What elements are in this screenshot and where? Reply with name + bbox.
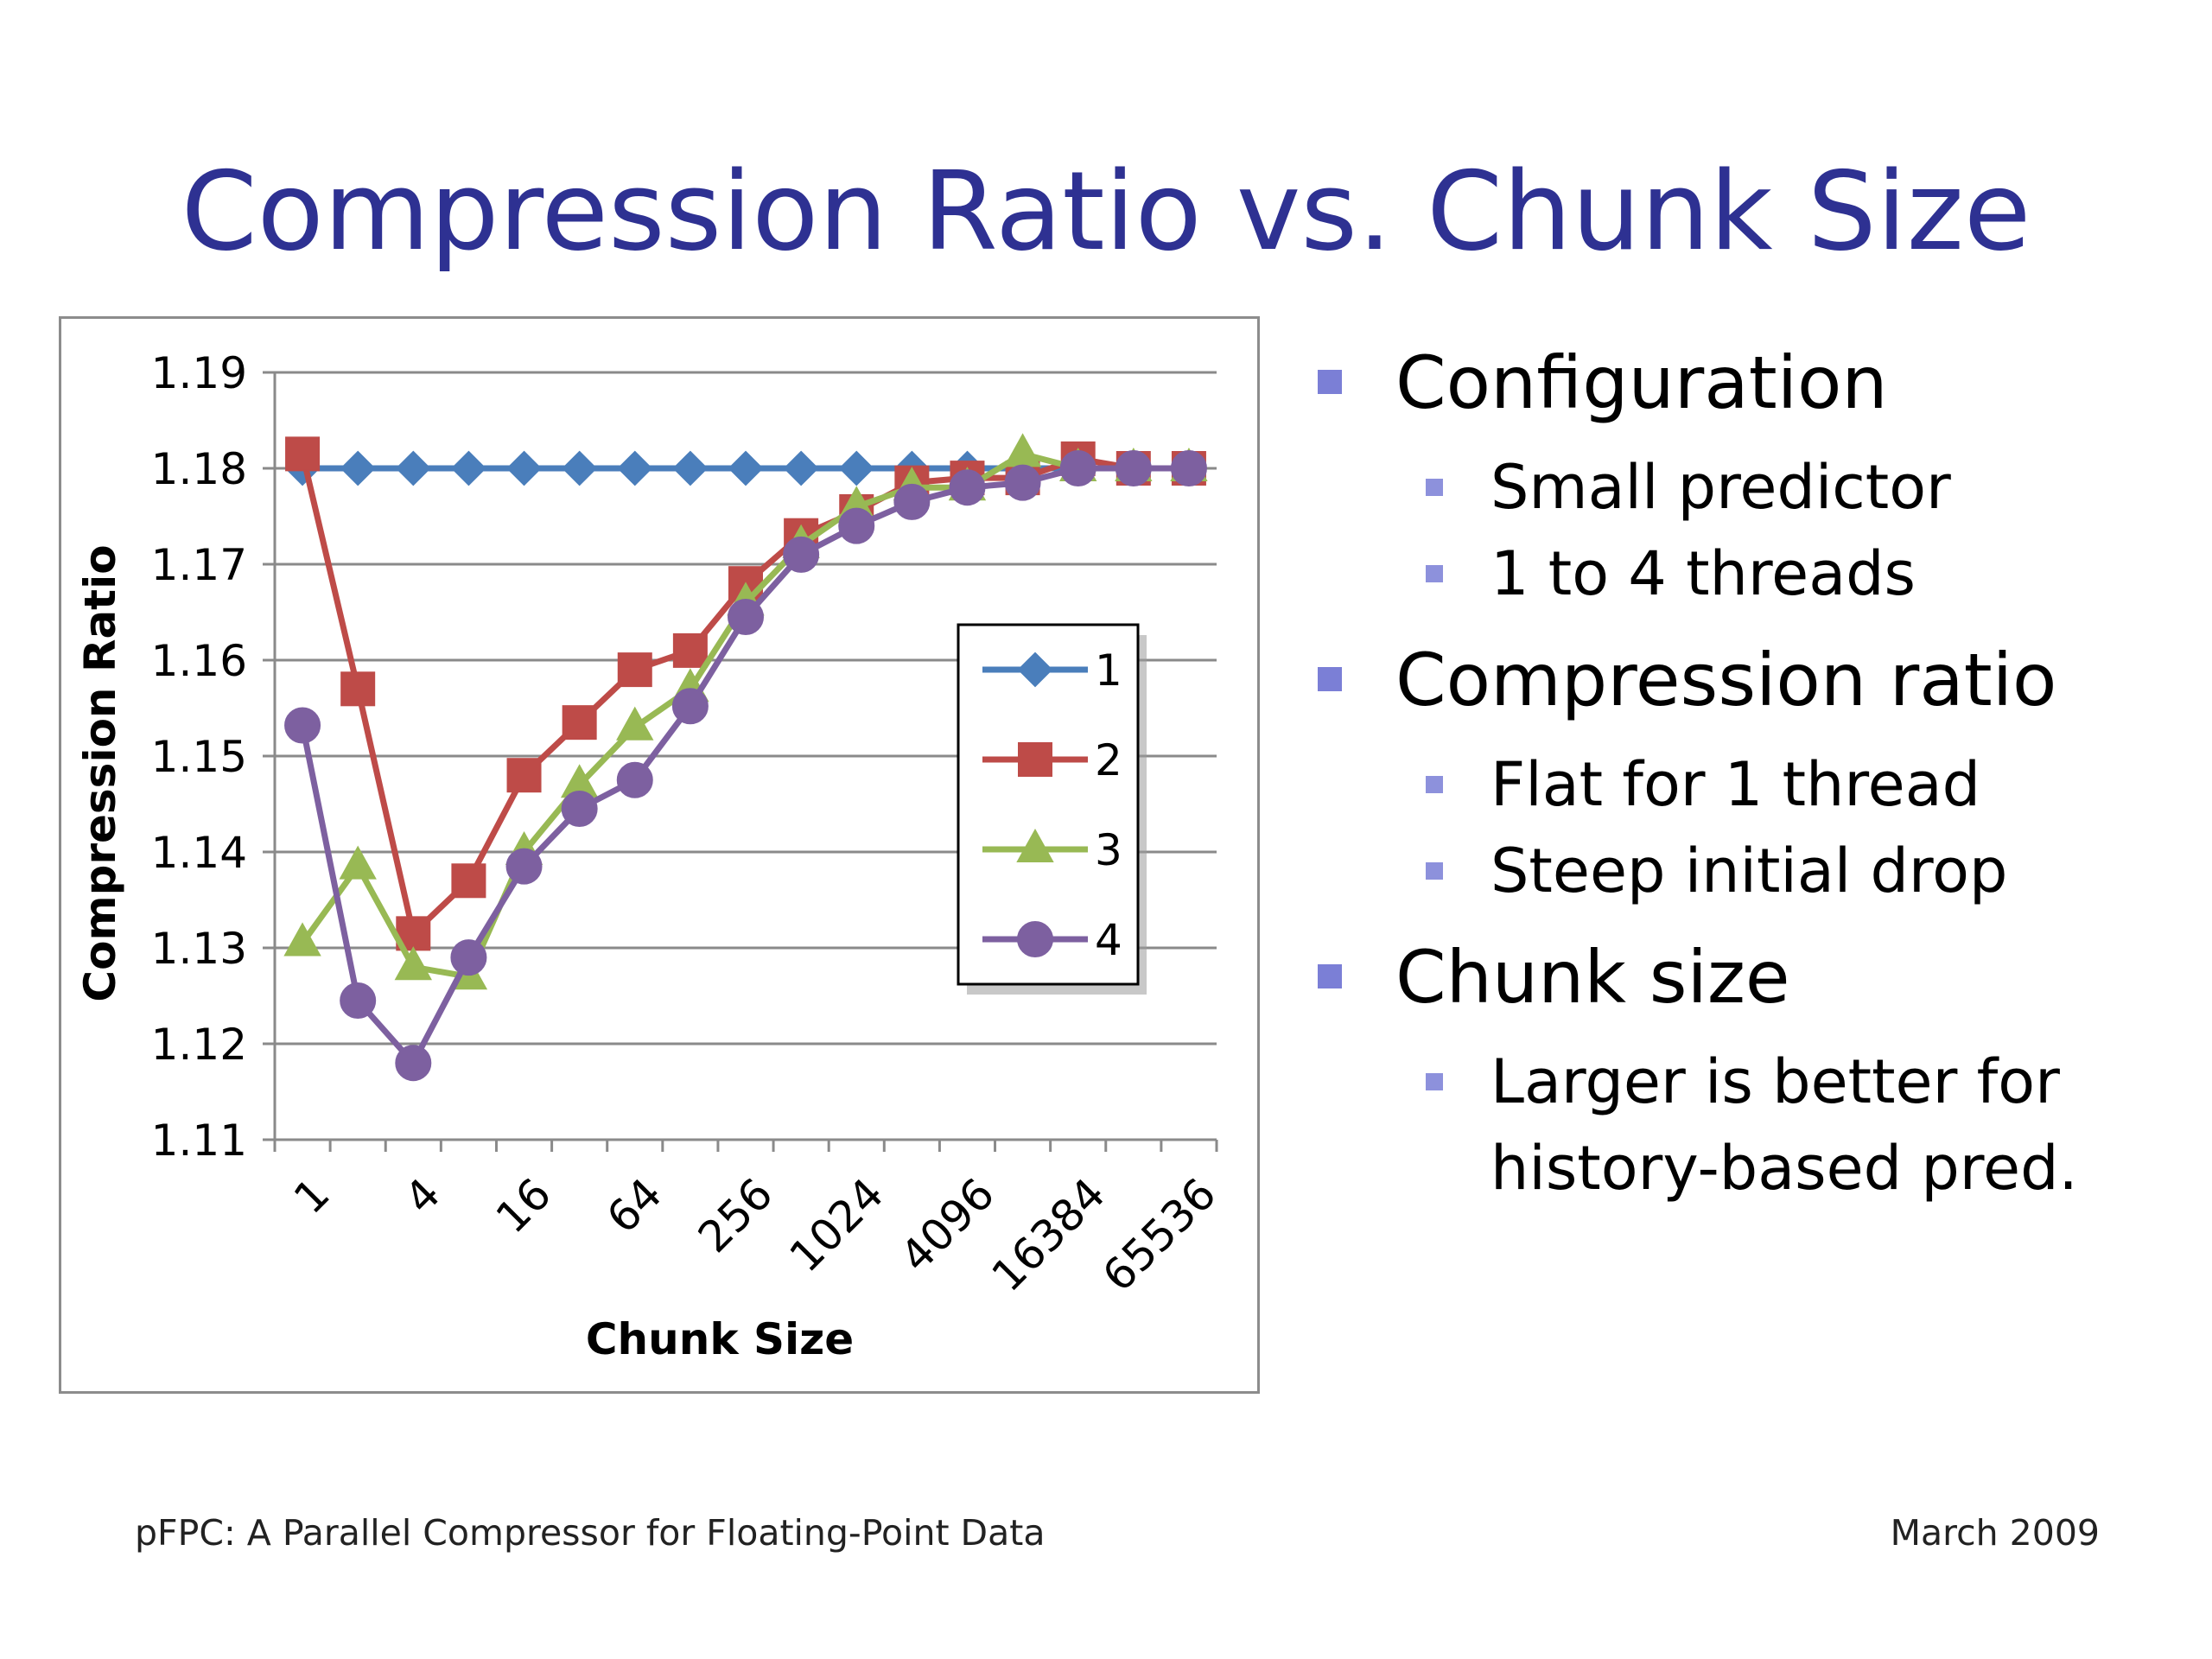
data-point [562, 705, 597, 741]
data-point [949, 469, 986, 506]
sub-bullet-item: Flat for 1 thread [1305, 741, 2186, 828]
data-point [506, 450, 542, 486]
sub-bullet-item: Small predictor [1305, 444, 2186, 531]
bullet-item: Chunk size [1305, 930, 2186, 1025]
legend-label: 1 [1095, 645, 1122, 696]
data-point [672, 450, 709, 486]
bullet-item: Configuration [1305, 335, 2186, 430]
data-point [1170, 450, 1207, 486]
data-point [783, 536, 820, 573]
data-point [1115, 450, 1152, 486]
data-point [505, 848, 543, 885]
x-axis-title: Chunk Size [586, 1314, 854, 1364]
y-axis-title: Compression Ratio [75, 544, 125, 1001]
legend-marker [1017, 652, 1053, 688]
y-tick-label: 1.17 [151, 540, 247, 590]
sub-bullet-item: 1 to 4 threads [1305, 531, 2186, 617]
data-point [616, 761, 653, 798]
legend-label: 3 [1095, 825, 1122, 875]
data-point [562, 450, 598, 486]
data-point [728, 450, 764, 486]
data-point [893, 483, 931, 520]
data-point [339, 845, 377, 880]
data-point [450, 450, 486, 486]
data-point [672, 632, 708, 668]
bullet-item: Compression ratio [1305, 632, 2186, 728]
y-tick-label: 1.11 [151, 1116, 247, 1166]
series-4 [284, 450, 1207, 1082]
x-tick-label: 1024 [780, 1168, 893, 1281]
data-point [728, 599, 764, 636]
x-tick-label: 16384 [982, 1168, 1115, 1300]
x-tick-label: 64 [597, 1168, 671, 1243]
y-tick-label: 1.12 [151, 1020, 247, 1070]
data-point [838, 450, 874, 486]
data-point [284, 707, 321, 744]
data-point [838, 507, 875, 544]
footer-date: March 2009 [1890, 1512, 2100, 1554]
data-point [340, 982, 377, 1020]
data-point [506, 758, 542, 793]
bullet-list: Configuration Small predictor 1 to 4 threa… [1305, 335, 2186, 1211]
x-tick-label: 4 [395, 1168, 450, 1224]
y-tick-label: 1.14 [151, 828, 247, 878]
data-point [561, 791, 598, 828]
legend-label: 4 [1095, 915, 1122, 965]
data-point [671, 688, 709, 725]
x-tick-label: 65536 [1093, 1168, 1225, 1300]
sub-bullet-item: Steep initial drop [1305, 828, 2186, 914]
data-point [450, 939, 487, 976]
data-point [340, 450, 376, 486]
y-tick-label: 1.13 [151, 924, 247, 974]
data-point [340, 671, 376, 707]
data-point [1004, 464, 1041, 501]
data-point [395, 1045, 432, 1082]
line-chart: 1.111.121.131.141.151.161.171.181.191 4 16… [75, 348, 1225, 1364]
data-point [285, 436, 321, 472]
data-point [616, 706, 654, 741]
data-point [283, 922, 321, 957]
legend-marker [1018, 742, 1052, 777]
legend [957, 623, 1140, 986]
legend-label: 2 [1095, 735, 1122, 785]
data-point [617, 652, 652, 688]
x-tick-label: 1 [284, 1168, 340, 1224]
data-point [451, 863, 486, 899]
y-tick-label: 1.16 [151, 636, 247, 686]
legend-marker [1016, 828, 1054, 862]
y-tick-label: 1.15 [151, 732, 247, 782]
data-point [1059, 450, 1096, 486]
y-tick-label: 1.18 [151, 444, 247, 494]
data-point [1003, 433, 1042, 467]
data-point [617, 450, 653, 486]
data-point [395, 450, 431, 486]
x-tick-label: 16 [486, 1168, 561, 1243]
data-point [394, 946, 432, 981]
footer-presentation-title: pFPC: A Parallel Compressor for Floating… [135, 1512, 1046, 1554]
chart-frame: 1.11 1.12 1.13 1.14 1.15 1.16 1.17 1.18 1.19 1 4 16… [59, 316, 1260, 1394]
sub-bullet-item: Larger is better for history-based pred. [1305, 1039, 2182, 1211]
x-tick-label: 256 [689, 1168, 782, 1262]
data-point [783, 450, 819, 486]
legend-marker [1017, 921, 1053, 957]
slide-title: Compression Ratio vs. Chunk Size [181, 148, 2031, 275]
y-tick-label: 1.19 [151, 348, 247, 398]
